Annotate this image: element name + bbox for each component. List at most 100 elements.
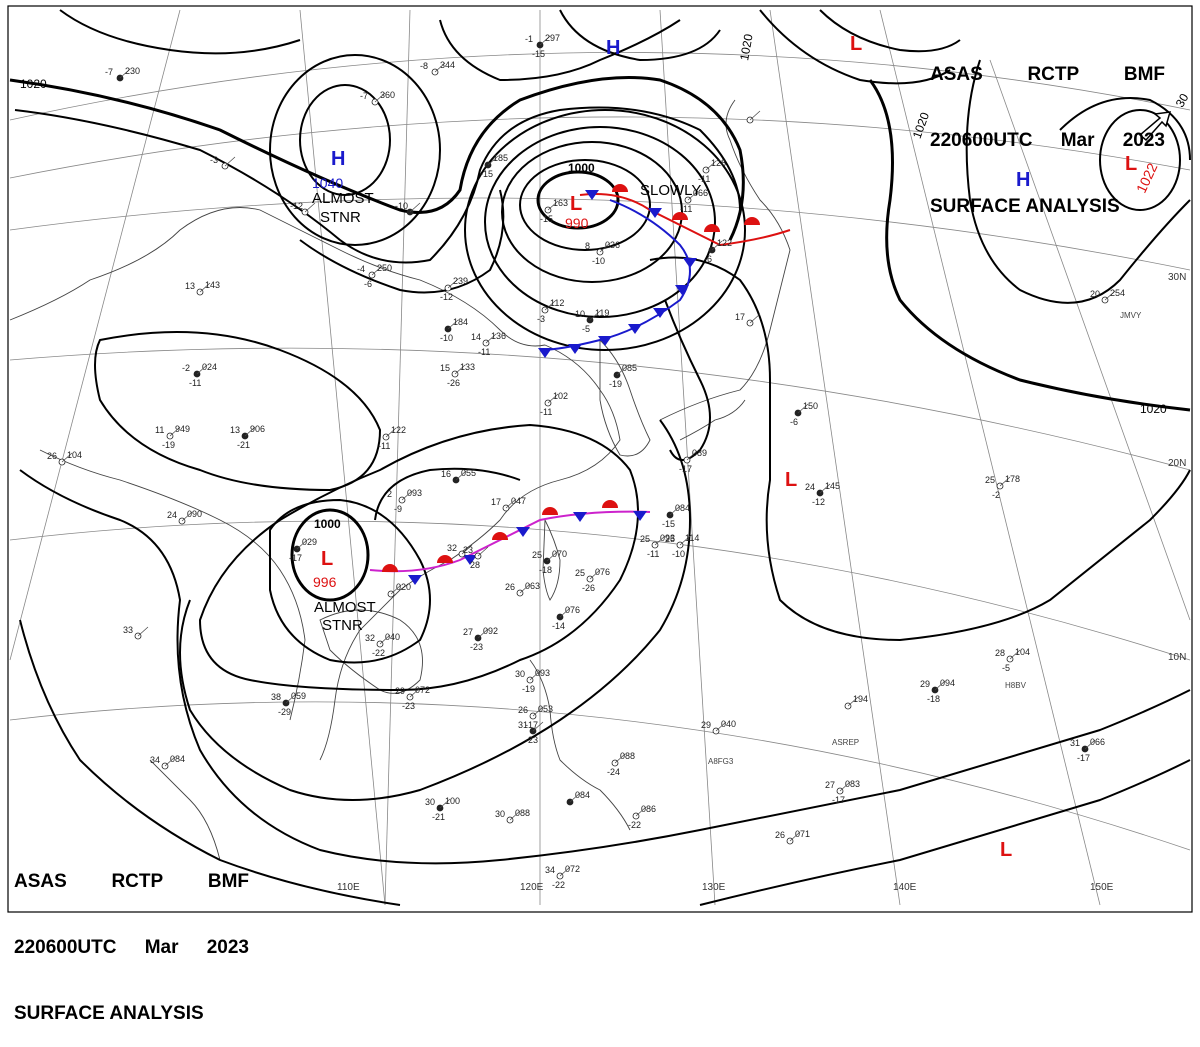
header-line-1: ASAS RCTP BMF [14, 871, 249, 893]
station-dewpoint: -11 [698, 174, 710, 184]
low-center-value: 996 [313, 574, 337, 590]
station-pressure: 088 [515, 808, 530, 818]
cold-front-symbol [516, 527, 530, 537]
header-line-2: 220600UTC Mar 2023 [930, 130, 1165, 152]
wind-barb-icon [505, 498, 517, 509]
wind-barb-icon [181, 511, 193, 522]
isobar-label: 1000 [314, 517, 341, 531]
station-pressure: 059 [291, 691, 306, 701]
coastline [319, 344, 621, 761]
isobar [94, 331, 382, 492]
almost-stnr-label: STNR [320, 209, 361, 226]
coastline-taiwan [542, 519, 561, 601]
station-plot: 29 094-18 [920, 678, 955, 704]
wind-barb-icon [569, 792, 581, 803]
station-pressure: 070 [552, 549, 567, 559]
station-pressure: 047 [511, 496, 526, 506]
station-dewpoint: -15 [662, 519, 675, 529]
wind-barb-icon [847, 696, 859, 707]
station-plot: 239-12 [440, 276, 468, 302]
wind-barb-icon [385, 427, 397, 438]
station-plot: 128-11 [698, 158, 726, 184]
header-month: Mar [144, 937, 179, 958]
wind-barb-icon [477, 546, 489, 557]
station-temperature: 34 [150, 755, 160, 765]
station-plot: 150 -6 [790, 401, 818, 427]
wind-barb-icon [711, 240, 723, 251]
wind-barb-icon [749, 313, 761, 324]
warm-front-line [579, 193, 791, 247]
station-temperature: 33 [123, 625, 133, 635]
wind-barb-icon [244, 426, 256, 437]
wind-barb-icon [547, 200, 559, 211]
station-pressure: 092 [483, 626, 498, 636]
isobars [9, 9, 1191, 906]
wind-barb-icon [447, 278, 459, 289]
station-pressure: 040 [385, 632, 400, 642]
warm-front-symbol [744, 217, 760, 225]
chart-header-bottom: ASAS RCTP BMF 220600UTC Mar 2023 SURFACE… [14, 827, 249, 1047]
station-pressure: 083 [845, 779, 860, 789]
station-dewpoint: -15 [480, 169, 493, 179]
wind-barb-icon [546, 551, 558, 562]
isobar-low-ring [484, 126, 716, 318]
cold-front-symbol [648, 208, 662, 218]
isobar [59, 9, 301, 55]
isobar [1059, 97, 1191, 161]
wind-barb-icon [454, 364, 466, 375]
wind-barb-icon [669, 505, 681, 516]
station-temperature: 13 [185, 281, 195, 291]
station-plot: 194 [844, 694, 868, 710]
isobar-label: 30 [1173, 91, 1192, 110]
wind-barb-icon [635, 806, 647, 817]
pressure-centers: H 1040 H H L 990 L 996 L 102 2 L L L [312, 33, 1161, 861]
warm-front-symbol [437, 555, 453, 563]
station-dewpoint: -17 [832, 795, 845, 805]
coastline-hainan [319, 609, 423, 694]
wind-barb-icon [447, 319, 459, 330]
wind-barb-icon [434, 62, 446, 73]
station-pressure: 150 [803, 401, 818, 411]
wind-barb-icon [390, 584, 402, 595]
station-plot: 34 072-22 [545, 864, 580, 890]
wind-barb-icon [539, 35, 551, 46]
station-pressure: 036 [605, 240, 620, 250]
station-pressure: 089 [692, 448, 707, 458]
header-code: BMF [207, 871, 249, 892]
header-agency: ASAS [14, 871, 67, 892]
station-dewpoint: -17 [679, 464, 692, 474]
station-plot: 066-11 [680, 188, 708, 214]
station-dewpoint: -5 [582, 324, 590, 334]
wind-barb-icon [285, 693, 297, 704]
wind-barb-icon [614, 753, 626, 764]
header-title: SURFACE ANALYSIS [14, 1003, 204, 1024]
station-plot: 30 100-21 [425, 796, 460, 822]
station-pressure: 076 [595, 567, 610, 577]
coastline-korea [599, 338, 651, 457]
station-dewpoint: -15 [532, 49, 545, 59]
station-dewpoint: -26 [447, 378, 460, 388]
station-temperature: 15 [440, 363, 450, 373]
station-plot: 24 145-12 [805, 481, 840, 507]
isobar-label: 1020 [1140, 402, 1167, 416]
station-plot [746, 110, 761, 124]
station-plot: -7 360 [360, 90, 395, 106]
station-plot: 29 040 [701, 719, 736, 735]
ship-callsign: ASREP [832, 738, 859, 747]
latitude-line [9, 116, 1191, 179]
warm-front-symbol [542, 507, 558, 515]
station-plot: 20 254 [1090, 288, 1125, 304]
isobar [649, 256, 1191, 642]
station-plot: 112 -3 [537, 298, 564, 324]
longitude-line [769, 9, 901, 906]
station-plot: 23 28 [463, 545, 489, 570]
station-plot: 31 066-17 [1070, 737, 1105, 763]
header-station: RCTP [111, 871, 164, 892]
wind-barb-icon [559, 866, 571, 877]
station-pressure: 119 [595, 308, 609, 318]
isobar [299, 189, 505, 294]
station-pressure: 112 [550, 298, 564, 308]
station-plot: 185-15 [480, 153, 508, 179]
station-plot: 32 040-22 [365, 632, 400, 658]
coastline-malay [149, 759, 221, 861]
